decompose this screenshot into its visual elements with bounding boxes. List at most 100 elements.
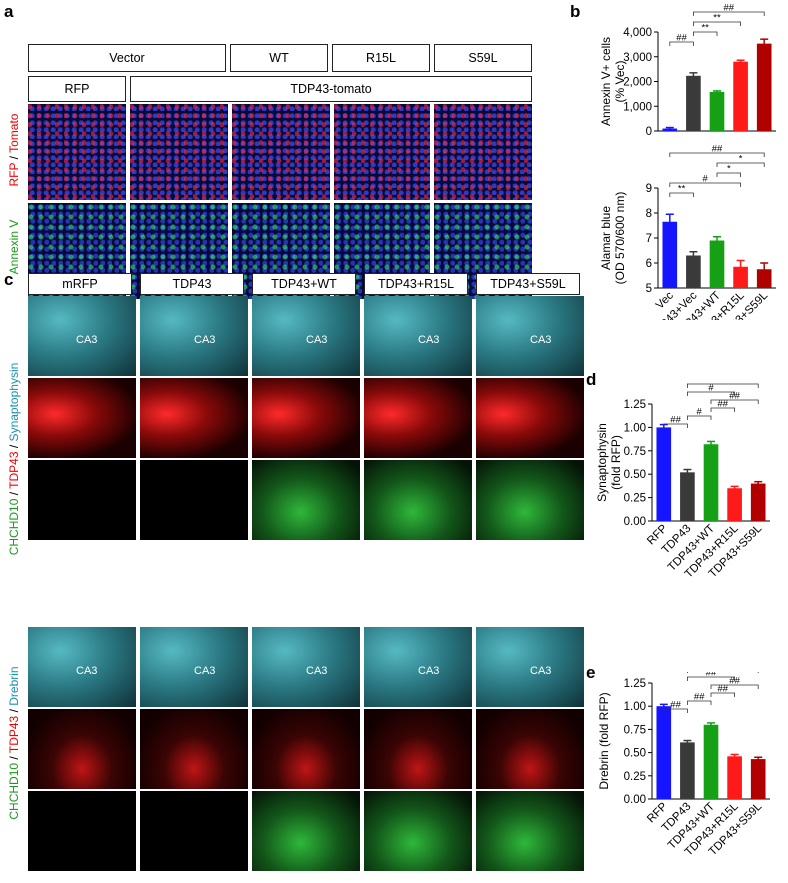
bar xyxy=(686,255,701,288)
y-axis-label: Alamar blue xyxy=(599,206,613,270)
significance-label: ## xyxy=(676,33,687,44)
hippocampus-image-r0-c2: CA3 xyxy=(252,296,360,376)
ca3-label: CA3 xyxy=(306,334,328,346)
y-axis-label: (OD 570/600 nm) xyxy=(613,192,627,285)
significance-bracket xyxy=(663,708,688,713)
hippocampus-image-r2-c2 xyxy=(252,460,360,540)
hippocampus-image-r0-c0: CA3 xyxy=(28,296,136,376)
significance-label: ## xyxy=(706,672,717,679)
bar xyxy=(680,742,695,799)
hippocampus-image-r5-c0 xyxy=(28,791,136,871)
chart-d: 0.00 0.25 0.50 0.75 1.00 1.25 Synaptophysin (fo… xyxy=(595,380,770,581)
header-tdp43-tomato: TDP43-tomato xyxy=(130,76,532,102)
micrograph-a-tdp43-wt xyxy=(232,104,330,200)
significance-label: ## xyxy=(718,399,729,410)
significance-bracket xyxy=(693,31,718,36)
y-tick-label: 0.25 xyxy=(624,771,646,783)
hippocampus-image-r4-c3 xyxy=(364,709,472,789)
bar xyxy=(750,483,766,521)
y-tick-label: 5 xyxy=(646,283,652,295)
hippocampus-image-r1-c4 xyxy=(476,378,584,458)
significance-bracket xyxy=(716,162,765,167)
significance-bracket xyxy=(716,172,741,177)
col-header-tdp43-r15l: TDP43+R15L xyxy=(364,273,468,295)
bar xyxy=(709,240,725,288)
hippocampus-image-r5-c3 xyxy=(364,791,472,871)
significance-label: ** xyxy=(678,184,686,195)
significance-bracket xyxy=(663,423,688,428)
ca3-label: CA3 xyxy=(530,665,552,677)
header-rfp: RFP xyxy=(28,76,126,102)
y-axis-label: (% Vec) xyxy=(613,60,627,102)
significance-label: * xyxy=(739,154,743,165)
hippocampus-image-r0-c1: CA3 xyxy=(140,296,248,376)
y-tick-label: 3,000 xyxy=(623,52,652,64)
bar xyxy=(656,706,672,799)
significance-bracket xyxy=(687,672,759,673)
significance-label: ** xyxy=(701,23,709,34)
hippocampus-image-r4-c4 xyxy=(476,709,584,789)
significance-bracket xyxy=(710,684,759,689)
bar xyxy=(662,221,678,288)
significance-label: * xyxy=(721,380,725,386)
y-tick-label: 0.00 xyxy=(624,516,646,528)
y-axis-label: Drebrin (fold RFP) xyxy=(597,692,611,789)
ca3-label: CA3 xyxy=(194,665,216,677)
micrograph-a-tdp43-r15l xyxy=(334,104,430,200)
significance-bracket xyxy=(687,383,759,388)
bar xyxy=(656,427,672,521)
y-axis-label: (fold RFP) xyxy=(609,435,623,490)
hippocampus-image-r3-c2: CA3 xyxy=(252,627,360,707)
col-header-tdp43-s59l: TDP43+S59L xyxy=(476,273,580,295)
significance-label: ## xyxy=(718,684,729,695)
bar xyxy=(703,724,719,799)
significance-label: # xyxy=(697,407,703,418)
panel-label-d: d xyxy=(586,370,597,389)
header-s59l: S59L xyxy=(434,44,532,72)
significance-bracket xyxy=(687,676,735,681)
bar xyxy=(733,266,748,288)
significance-label: ## xyxy=(670,700,681,711)
y-tick-label: 9 xyxy=(646,183,652,195)
row-label-annexin: Annexin V xyxy=(7,219,21,275)
col-header-tdp43-wt: TDP43+WT xyxy=(252,273,356,295)
y-tick-label: 6 xyxy=(646,258,652,270)
panel-e-chart: 0.00 0.25 0.50 0.75 1.00 1.25 Drebrin (fold RF… xyxy=(597,672,770,859)
significance-label: * xyxy=(727,164,731,175)
chart-e: 0.00 0.25 0.50 0.75 1.00 1.25 Drebrin (fold RF… xyxy=(597,672,770,859)
ca3-label: CA3 xyxy=(530,334,552,346)
hippocampus-image-r0-c3: CA3 xyxy=(364,296,472,376)
ca3-label: CA3 xyxy=(306,665,328,677)
ca3-label: CA3 xyxy=(76,334,98,346)
y-tick-label: 1,000 xyxy=(623,101,652,113)
hippocampus-image-r1-c3 xyxy=(364,378,472,458)
panel-d-chart: 0.00 0.25 0.50 0.75 1.00 1.25 Synaptophysin (fo… xyxy=(595,380,770,581)
significance-bracket xyxy=(669,182,741,187)
bar xyxy=(709,91,725,131)
col-header-tdp43: TDP43 xyxy=(140,273,244,295)
ca3-label: CA3 xyxy=(418,665,440,677)
row-label-rfp-tomato: RFP / Tomato xyxy=(7,113,21,187)
y-tick-label: 0.25 xyxy=(624,493,646,505)
group1-side-label: CHCHD10 / TDP43 / Synaptophysin xyxy=(7,362,21,556)
chart-b-top: 0 1,000 2,000 3,000 4,000 Annexin V+ cells (% … xyxy=(599,3,776,138)
bar xyxy=(662,128,678,131)
significance-bracket xyxy=(693,11,765,16)
significance-bracket xyxy=(669,41,694,46)
y-tick-label: 0.75 xyxy=(624,724,646,736)
panel-label-c: c xyxy=(4,270,14,289)
significance-label: ** xyxy=(713,13,721,24)
significance-bracket xyxy=(669,192,694,197)
y-tick-label: 8 xyxy=(646,208,652,220)
hippocampus-image-r3-c1: CA3 xyxy=(140,627,248,707)
y-tick-label: 1.00 xyxy=(624,701,646,713)
significance-bracket xyxy=(710,399,759,404)
hippocampus-image-r4-c0 xyxy=(28,709,136,789)
panel-b-charts: 0 1,000 2,000 3,000 4,000 Annexin V+ cells (% … xyxy=(599,3,776,320)
significance-bracket xyxy=(687,391,735,396)
hippocampus-image-r4-c2 xyxy=(252,709,360,789)
bar xyxy=(727,756,742,799)
header-r15l: R15L xyxy=(332,44,430,72)
bar xyxy=(733,61,748,132)
